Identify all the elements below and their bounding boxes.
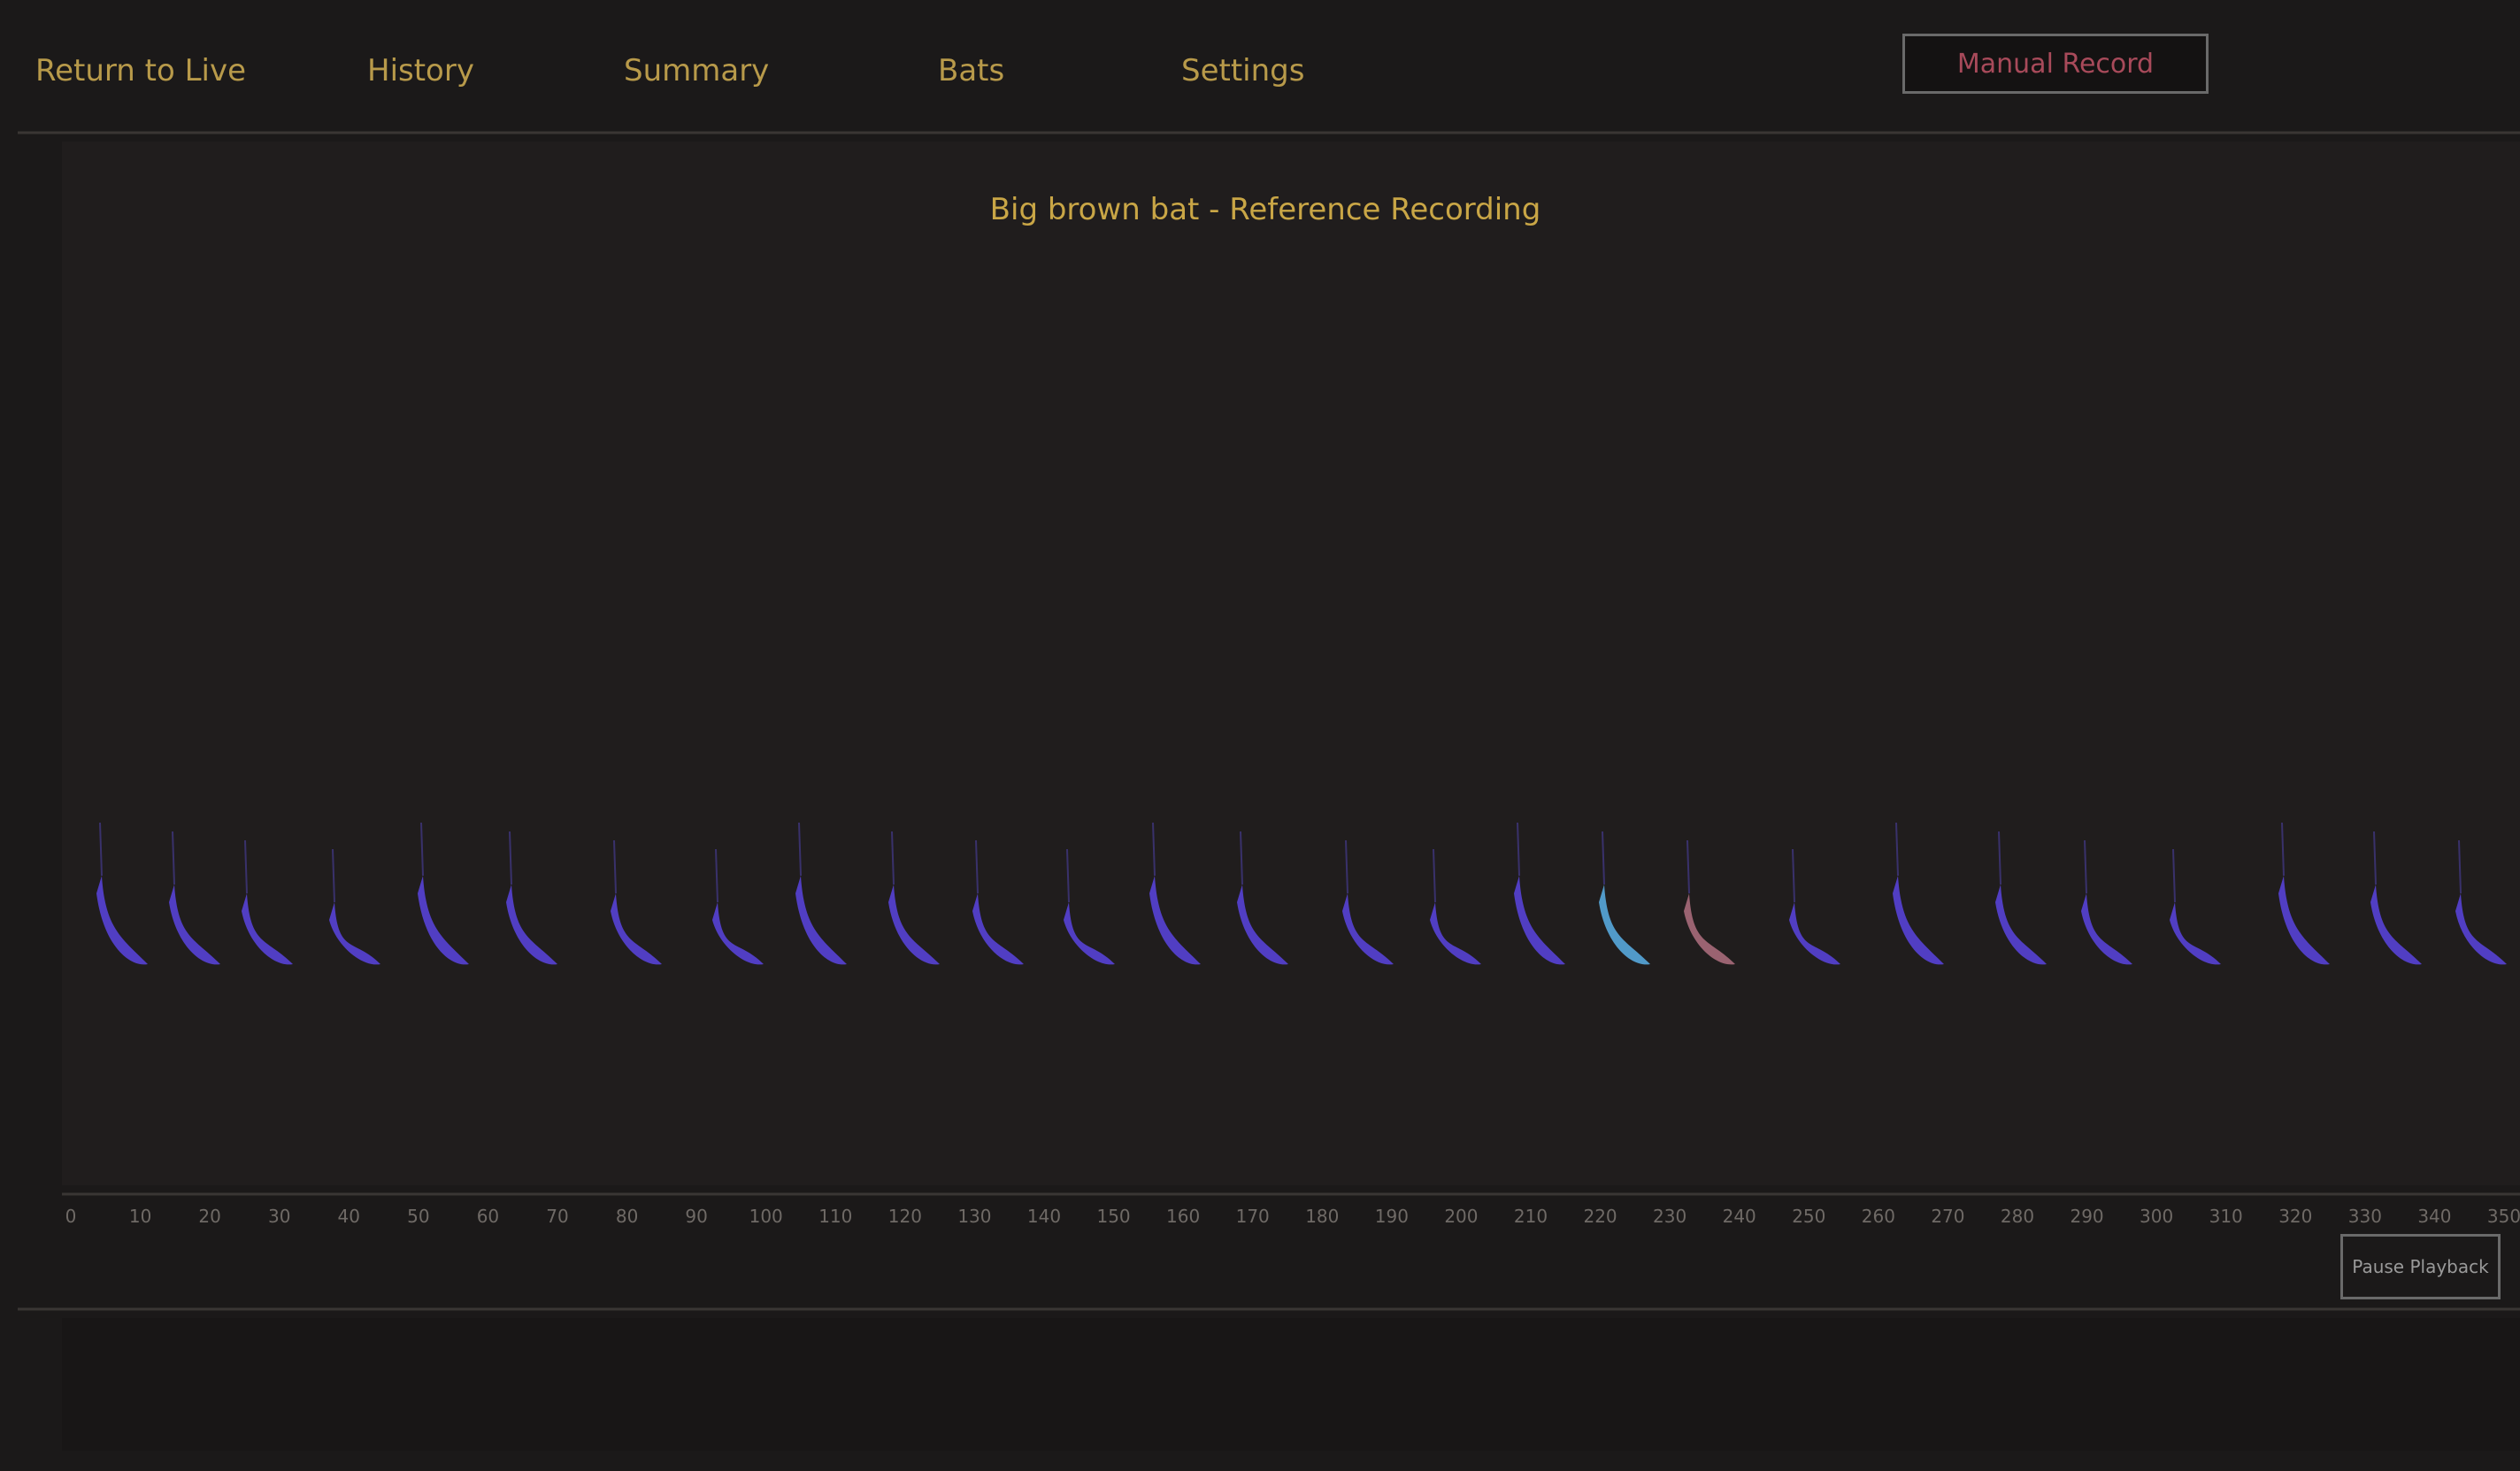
time-label: 350 — [2487, 1206, 2520, 1227]
time-label: 40 — [338, 1206, 360, 1227]
time-label: 290 — [2070, 1206, 2103, 1227]
time-label: 170 — [1236, 1206, 1270, 1227]
time-label: 230 — [1653, 1206, 1686, 1227]
time-label: 140 — [1027, 1206, 1061, 1227]
time-label: 160 — [1166, 1206, 1200, 1227]
title: Big brown bat - Reference Recording — [990, 192, 1541, 227]
time-label: 300 — [2140, 1206, 2173, 1227]
time-label: 330 — [2348, 1206, 2382, 1227]
plot-area — [62, 142, 2520, 1185]
waveform-panel — [62, 1318, 2520, 1451]
time-label: 280 — [2001, 1206, 2034, 1227]
time-label: 200 — [1444, 1206, 1478, 1227]
time-label: 60 — [477, 1206, 499, 1227]
time-label: 250 — [1792, 1206, 1825, 1227]
time-label: 100 — [749, 1206, 783, 1227]
time-label: 180 — [1305, 1206, 1339, 1227]
spectrogram: Big brown bat - Reference Recording 0 10 2… — [0, 0, 2520, 1471]
time-label: 0 — [65, 1206, 77, 1227]
time-label: 340 — [2417, 1206, 2451, 1227]
time-label: 10 — [129, 1206, 151, 1227]
screen: Return to Live History Summary Bats Sett… — [0, 0, 2520, 1471]
time-label: 240 — [1723, 1206, 1756, 1227]
time-label: 190 — [1375, 1206, 1409, 1227]
time-label: 20 — [198, 1206, 220, 1227]
time-label: 150 — [1096, 1206, 1130, 1227]
time-label: 50 — [407, 1206, 429, 1227]
time-label: 80 — [616, 1206, 638, 1227]
time-label: 30 — [268, 1206, 290, 1227]
time-label: 90 — [685, 1206, 707, 1227]
time-label: 260 — [1862, 1206, 1895, 1227]
time-label: 210 — [1514, 1206, 1548, 1227]
time-label: 130 — [957, 1206, 991, 1227]
time-label: 70 — [546, 1206, 568, 1227]
time-label: 270 — [1931, 1206, 1964, 1227]
time-label: 120 — [888, 1206, 922, 1227]
time-label: 320 — [2278, 1206, 2312, 1227]
time-label: 220 — [1583, 1206, 1617, 1227]
time-label: 110 — [818, 1206, 852, 1227]
time-label: 310 — [2209, 1206, 2243, 1227]
playback-button[interactable]: Pause Playback — [2340, 1234, 2501, 1299]
